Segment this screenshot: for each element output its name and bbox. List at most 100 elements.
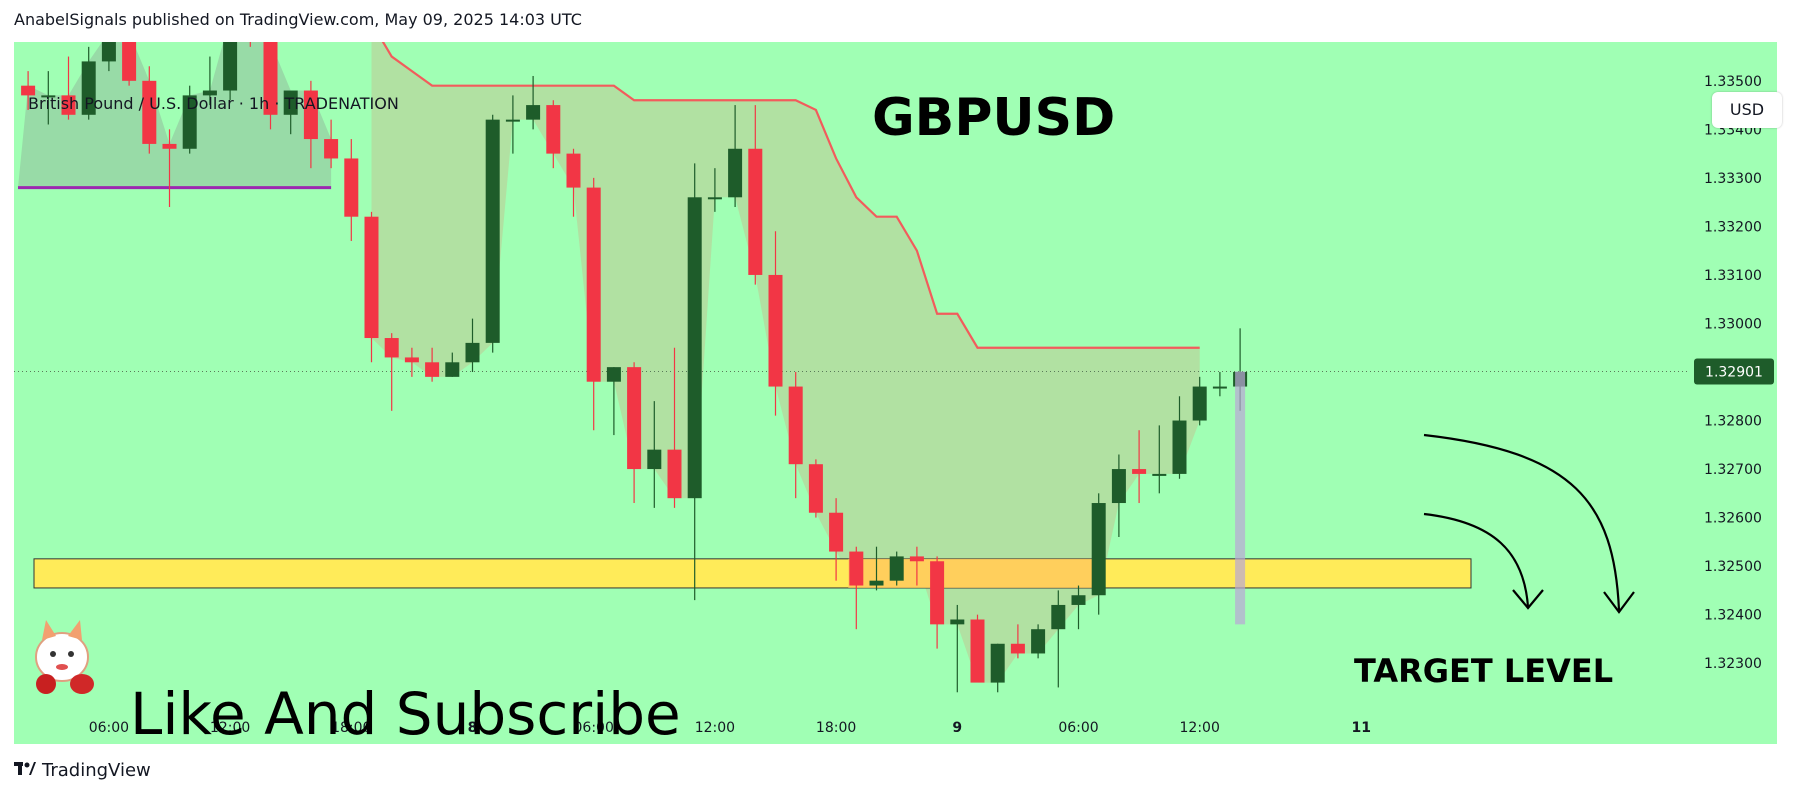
candle-body[interactable] (829, 512, 844, 552)
y-tick-label: 1.33500 (1704, 74, 1762, 90)
candle-body[interactable] (21, 85, 36, 96)
target-zone[interactable] (33, 558, 1472, 589)
candle-body[interactable] (667, 449, 682, 499)
candle-body[interactable] (728, 148, 743, 198)
candle-body[interactable] (1192, 386, 1207, 421)
forecast-arrow-short (1423, 512, 1530, 608)
candle-body[interactable] (485, 119, 500, 343)
y-tick-label: 1.32700 (1704, 462, 1762, 478)
candle-body[interactable] (627, 367, 642, 470)
candle-body[interactable] (404, 357, 419, 363)
x-tick-label: 18:00 (816, 720, 856, 736)
resistance-line (381, 42, 1200, 349)
candle-body[interactable] (1010, 643, 1025, 654)
x-tick-label: 12:00 (695, 720, 735, 736)
candle-body[interactable] (788, 386, 803, 465)
y-tick-label: 1.32800 (1704, 414, 1762, 430)
y-tick-label: 1.32400 (1704, 608, 1762, 624)
candle-body[interactable] (1212, 386, 1227, 389)
price-chart[interactable]: 1.335001.334001.333001.332001.331001.330… (14, 42, 1777, 744)
candle-body[interactable] (707, 197, 722, 200)
candle-body[interactable] (303, 90, 318, 140)
last-price-value: 1.32901 (1705, 365, 1763, 381)
candle-body[interactable] (970, 619, 985, 683)
candle-body[interactable] (81, 61, 96, 115)
candle-body[interactable] (930, 561, 945, 625)
y-tick-label: 1.32300 (1704, 656, 1762, 672)
y-tick-label: 1.33200 (1704, 219, 1762, 235)
like-subscribe-watermark: Like And Subscribe (130, 680, 681, 748)
y-tick-label: 1.33100 (1704, 268, 1762, 284)
x-tick-label: 12:00 (1180, 720, 1220, 736)
candle-body[interactable] (1051, 604, 1066, 630)
candle-body[interactable] (1031, 629, 1046, 654)
candle-body[interactable] (101, 42, 116, 62)
candle-body[interactable] (283, 90, 298, 115)
tradingview-brand-text: TradingView (42, 760, 151, 781)
y-tick-label: 1.33300 (1704, 171, 1762, 187)
published-caption: AnabelSignals published on TradingView.c… (14, 10, 582, 29)
candle-body[interactable] (344, 158, 359, 217)
tradingview-logo[interactable]: TradingView (14, 760, 151, 781)
last-price-tag (1694, 358, 1774, 385)
y-tick-label: 1.32500 (1704, 559, 1762, 575)
candle-body[interactable] (162, 143, 177, 149)
candle-body[interactable] (687, 197, 702, 499)
candle-body[interactable] (263, 42, 278, 115)
x-tick-label: 11 (1352, 720, 1371, 736)
candle-body[interactable] (324, 139, 339, 159)
currency-button[interactable]: USD (1712, 92, 1782, 128)
candle-body[interactable] (990, 643, 1005, 683)
candle-body[interactable] (808, 464, 823, 513)
forecast-arrow-short-head (1512, 589, 1544, 610)
candle-body[interactable] (142, 80, 157, 144)
forecast-arrow-long (1423, 433, 1621, 611)
candle-body[interactable] (61, 95, 76, 115)
candle-body[interactable] (586, 187, 601, 382)
candle-body[interactable] (647, 449, 662, 470)
chart-title: GBPUSD (872, 88, 1116, 148)
candle-body[interactable] (182, 95, 197, 149)
candle-body[interactable] (1091, 503, 1106, 596)
candle-body[interactable] (384, 338, 399, 358)
candle-body[interactable] (526, 105, 541, 120)
candle-body[interactable] (223, 42, 238, 91)
candle-body[interactable] (425, 362, 440, 377)
candle-body[interactable] (122, 42, 137, 81)
candle-body[interactable] (566, 153, 581, 188)
x-tick-label: 06:00 (89, 720, 129, 736)
projection-bar (1235, 371, 1246, 625)
symbol-label: British Pound / U.S. Dollar · 1h · TRADE… (28, 94, 399, 113)
candle-body[interactable] (41, 95, 56, 98)
x-tick-label: 06:00 (574, 720, 614, 736)
y-tick-label: 1.32600 (1704, 511, 1762, 527)
candle-body[interactable] (1132, 469, 1147, 474)
candle-body[interactable] (748, 148, 763, 275)
y-tick-label: 1.33000 (1704, 316, 1762, 332)
candle-body[interactable] (202, 90, 217, 96)
tradingview-logo-icon (14, 760, 36, 781)
candle-body[interactable] (465, 342, 480, 363)
forecast-arrow-long-head (1603, 591, 1635, 614)
candle-body[interactable] (505, 119, 520, 122)
candle-body[interactable] (869, 580, 884, 586)
chart-area[interactable]: 1.33500 1.33400 1.33300 1.33200 1.33100 1.330… (14, 42, 1782, 748)
candle-body[interactable] (909, 556, 924, 562)
channel-fill (371, 42, 1200, 683)
candle-body[interactable] (889, 556, 904, 581)
candle-body[interactable] (364, 216, 379, 339)
candle-body[interactable] (1071, 595, 1086, 605)
support-zone-fill (18, 42, 332, 188)
candle-body[interactable] (1172, 420, 1187, 474)
candle-body[interactable] (1111, 469, 1126, 504)
candle-body[interactable] (546, 105, 561, 154)
candle-body[interactable] (445, 362, 460, 377)
x-tick-label: 12:00 (210, 720, 250, 736)
candle-body[interactable] (950, 619, 965, 625)
candle-body[interactable] (606, 367, 621, 382)
plot-layer (14, 42, 1689, 693)
candle-body[interactable] (768, 274, 783, 387)
candle-body[interactable] (849, 551, 864, 586)
mascot-icon (35, 620, 94, 694)
candle-body[interactable] (1152, 473, 1167, 476)
